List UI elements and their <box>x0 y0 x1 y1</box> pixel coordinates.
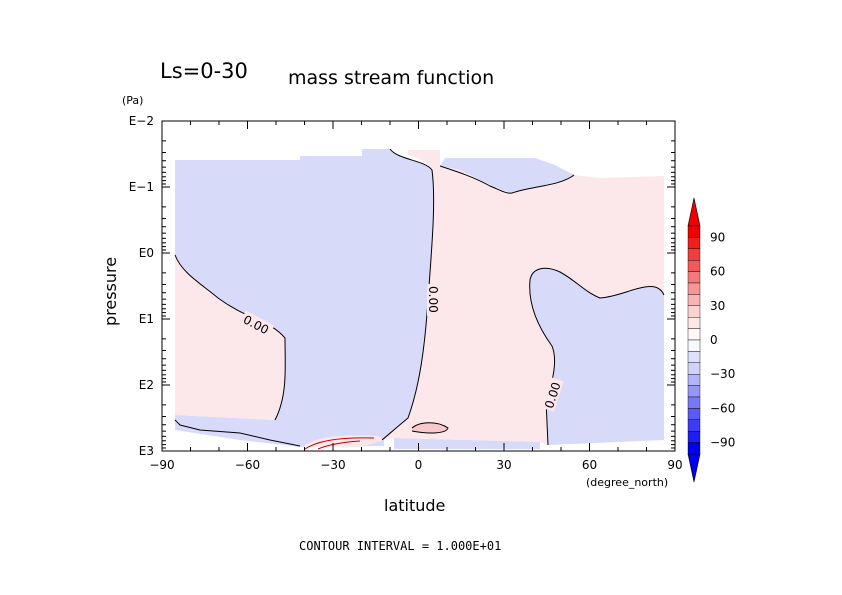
colorbar-tip-top <box>687 197 701 227</box>
colorbar-label: −30 <box>710 367 735 381</box>
contour-label: 0.00 <box>426 286 440 313</box>
x-tick-label: 30 <box>496 458 511 472</box>
colorbar-swatch <box>687 237 701 249</box>
contour-labels: 0.00 0.00 0.00 <box>239 284 564 412</box>
colorbar-swatch <box>687 419 701 432</box>
contour-label-bg <box>540 377 564 412</box>
y-axis-label: pressure <box>101 257 120 326</box>
negative-region-right <box>529 268 664 445</box>
colorbar-swatch <box>687 339 701 352</box>
colorbar-swatch <box>687 305 701 318</box>
x-axis-unit: (degree_north) <box>586 476 668 489</box>
colorbar-tip-bottom <box>687 453 701 483</box>
chart-title-left: Ls=0-30 <box>160 59 248 83</box>
contour-interval-note: CONTOUR INTERVAL = 1.000E+01 <box>299 539 501 553</box>
colorbar-swatch <box>687 374 701 386</box>
colorbar-swatch <box>687 351 701 363</box>
x-axis: −90 −60 −30 0 30 60 90 <box>149 121 683 472</box>
colorbar-swatch <box>687 317 701 329</box>
negative-region-left <box>175 149 434 447</box>
contour-fills <box>175 149 664 449</box>
y-tick-label: E−1 <box>129 180 154 194</box>
colorbar-label: −60 <box>710 401 735 415</box>
positive-region-center <box>384 150 664 445</box>
zero-contour-right <box>529 267 665 446</box>
colorbar-swatch <box>687 294 701 306</box>
contour-south-cell-inner <box>317 440 361 450</box>
negative-region-top-center <box>440 158 574 193</box>
y-tick-label: E−2 <box>129 114 154 128</box>
colorbar-label: 60 <box>710 265 725 279</box>
colorbar-swatch <box>687 385 701 398</box>
colorbar-swatch <box>687 396 701 409</box>
x-tick-label: 90 <box>667 458 682 472</box>
contour-surface-cell <box>411 422 449 434</box>
colorbar-swatch <box>687 408 701 420</box>
positive-region-left <box>175 255 286 420</box>
x-tick-label: −90 <box>149 458 174 472</box>
colorbar-label: 30 <box>710 299 725 313</box>
y-tick-label: E0 <box>139 246 154 260</box>
colorbar-swatch <box>687 271 701 284</box>
colorbar-label: 90 <box>710 230 725 244</box>
colorbar-swatch <box>687 362 701 375</box>
contour-label-bg <box>427 284 441 316</box>
chart-title: mass stream function <box>288 67 494 89</box>
colorbar-swatch <box>687 431 701 443</box>
colorbar-swatch <box>687 260 701 272</box>
y-tick-label: E3 <box>139 444 154 458</box>
x-axis-label: latitude <box>384 496 445 515</box>
x-tick-label: 60 <box>582 458 597 472</box>
colorbar-swatch <box>687 248 701 261</box>
contour-label-bg <box>239 310 275 338</box>
colorbar: 90 60 30 0 −30 −60 −90 <box>687 197 735 483</box>
contour-south-cell <box>304 437 375 450</box>
y-tick-label: E2 <box>139 378 154 392</box>
contour-surface-left <box>174 419 301 447</box>
colorbar-label: 0 <box>710 333 718 347</box>
colorbar-swatch <box>687 282 701 295</box>
positive-cell-surface <box>412 422 448 433</box>
x-tick-label: 0 <box>415 458 423 472</box>
y-axis-unit: (Pa) <box>122 94 143 107</box>
colorbar-label: −90 <box>710 436 735 450</box>
y-axis: E−2 E−1 E0 E1 E2 E3 <box>129 114 675 458</box>
y-tick-label: E1 <box>139 312 154 326</box>
x-tick-label: −60 <box>235 458 260 472</box>
colorbar-swatch <box>687 225 701 238</box>
colorbar-swatch <box>687 328 701 341</box>
x-tick-label: −30 <box>320 458 345 472</box>
colorbar-swatch <box>687 442 701 455</box>
zero-contour-top <box>439 165 575 194</box>
